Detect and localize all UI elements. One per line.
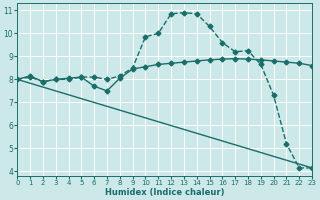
X-axis label: Humidex (Indice chaleur): Humidex (Indice chaleur) xyxy=(105,188,224,197)
